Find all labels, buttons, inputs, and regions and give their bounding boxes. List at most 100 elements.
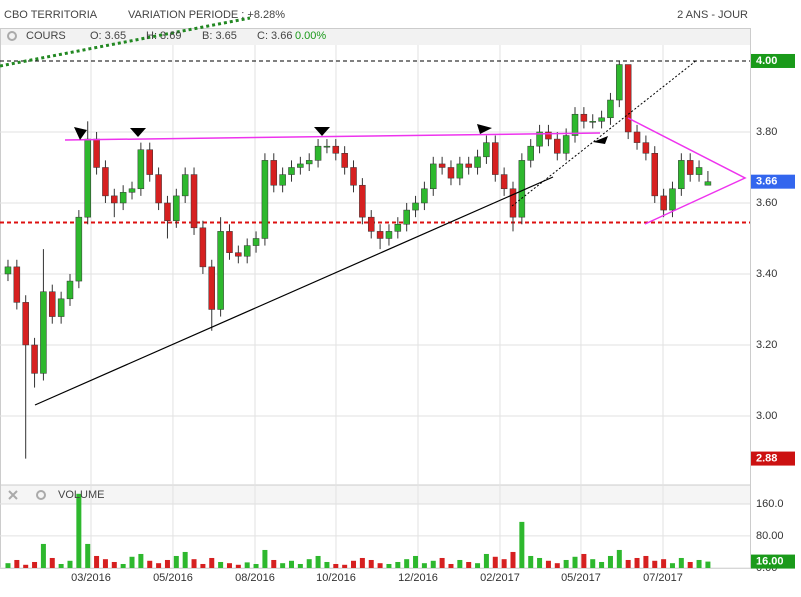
candle-body [164, 202, 171, 221]
candle-body [394, 224, 402, 232]
volume-bar [652, 560, 658, 568]
candle-body [624, 64, 632, 133]
volume-bar [625, 559, 631, 568]
volume-bar [421, 563, 427, 568]
candle-body [288, 167, 295, 175]
candle-body [93, 138, 100, 168]
y-tick-label: 3.00 [756, 410, 777, 422]
price-marker-label: 16.00 [756, 555, 784, 567]
candle-body [385, 231, 393, 239]
volume-bar [235, 564, 241, 568]
candle-body [323, 145, 331, 148]
volume-bar [492, 556, 498, 568]
candle-body [598, 117, 605, 122]
x-tick-label: 07/2017 [643, 572, 683, 584]
candle-body [181, 174, 189, 197]
candle-body [270, 160, 278, 186]
candle-body [190, 174, 198, 229]
volume-bar [164, 559, 170, 568]
volume-bar [5, 563, 11, 568]
candle-body [111, 195, 118, 204]
volume-bar [590, 559, 596, 568]
volume-bar [262, 549, 268, 568]
volume-bar [377, 563, 383, 568]
candle-body [483, 142, 490, 158]
candle-body [102, 167, 109, 197]
volume-bar [607, 555, 613, 568]
volume-bar [395, 561, 401, 568]
volume-bar [280, 563, 286, 568]
volume-bar [351, 560, 357, 568]
volume-bar [413, 555, 419, 568]
volume-bar [705, 561, 711, 568]
volume-bar [510, 551, 516, 568]
title: CBO TERRITORIA [4, 9, 98, 21]
volume-bar [288, 560, 294, 568]
volume-bar [226, 563, 232, 568]
candle-body [447, 167, 455, 179]
volume-bar [554, 563, 560, 568]
candle-body [13, 266, 21, 303]
volume-bar [324, 561, 330, 568]
volume-bar [315, 555, 321, 568]
candle-body [686, 160, 694, 175]
candle-body [376, 231, 384, 239]
y-tick-label: 80.00 [756, 530, 784, 542]
volume-bar [457, 559, 463, 568]
volume-bar [599, 561, 605, 568]
annotations [0, 16, 747, 406]
volume-bar [448, 563, 454, 568]
x-tick-label: 12/2016 [398, 572, 438, 584]
candle-body [695, 167, 703, 175]
x-tick-label: 08/2016 [235, 572, 275, 584]
candle-body [545, 131, 552, 140]
arrow [477, 124, 492, 134]
candle-body [580, 113, 588, 122]
candle-body [669, 188, 676, 211]
close-icon[interactable] [8, 490, 18, 500]
volume-bar [111, 561, 117, 568]
candle-body [49, 291, 56, 317]
candle-body [536, 131, 543, 147]
volume-bar [14, 559, 20, 568]
x-tick-label: 02/2017 [480, 572, 520, 584]
volume-bar [537, 557, 543, 568]
settings-icon[interactable] [7, 31, 17, 41]
grid [0, 45, 750, 569]
candle-body [314, 145, 322, 161]
candle-body [571, 113, 579, 136]
volume-bar [519, 521, 525, 568]
volume-bar [696, 559, 702, 568]
volume-bar [563, 559, 569, 568]
candle-body [678, 160, 685, 190]
settings-icon[interactable] [36, 490, 46, 500]
volume-bar [386, 563, 392, 568]
quote-high: H: 3.69 [146, 30, 181, 42]
volume-bar [147, 560, 153, 568]
candle-body [217, 231, 224, 310]
candle-body [359, 184, 366, 218]
candle-body [261, 160, 269, 239]
candle-body [421, 188, 428, 204]
volume-bar [209, 557, 215, 568]
trend-line [0, 16, 251, 68]
volume-bar [271, 559, 277, 568]
candle-body [66, 280, 74, 300]
candle-body [57, 298, 65, 317]
volume-bar [466, 561, 472, 568]
candle-body [279, 174, 286, 186]
x-tick-label: 05/2016 [153, 572, 193, 584]
triangle-pattern [627, 117, 747, 225]
candle-body [243, 245, 251, 257]
candle-body [137, 149, 145, 190]
candle-body [500, 174, 508, 190]
price-marker-label: 4.00 [756, 55, 777, 67]
volume-bar [528, 555, 534, 568]
volume-label: VOLUME [58, 489, 104, 501]
y-tick-label: 160.0 [756, 498, 784, 510]
volume-bar [297, 563, 303, 568]
quote-open: O: 3.65 [90, 30, 126, 42]
volume-bar [76, 493, 82, 568]
trend-line [34, 176, 554, 406]
